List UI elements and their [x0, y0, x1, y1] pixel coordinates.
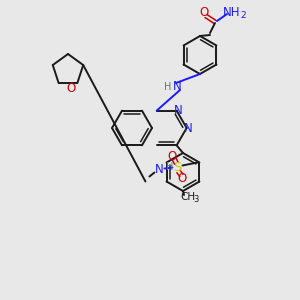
Text: N: N — [184, 122, 193, 134]
Text: N: N — [174, 104, 183, 117]
Text: 2: 2 — [240, 11, 246, 20]
Text: O: O — [168, 150, 177, 163]
Text: H: H — [166, 163, 173, 172]
Text: CH: CH — [180, 192, 196, 202]
Text: O: O — [200, 7, 208, 20]
Text: N: N — [155, 163, 164, 176]
Text: O: O — [178, 172, 187, 185]
Text: H: H — [164, 82, 172, 92]
Text: O: O — [66, 82, 76, 95]
Text: 3: 3 — [193, 196, 199, 205]
Text: S: S — [173, 161, 181, 174]
Text: N: N — [172, 80, 182, 94]
Text: NH: NH — [223, 7, 241, 20]
